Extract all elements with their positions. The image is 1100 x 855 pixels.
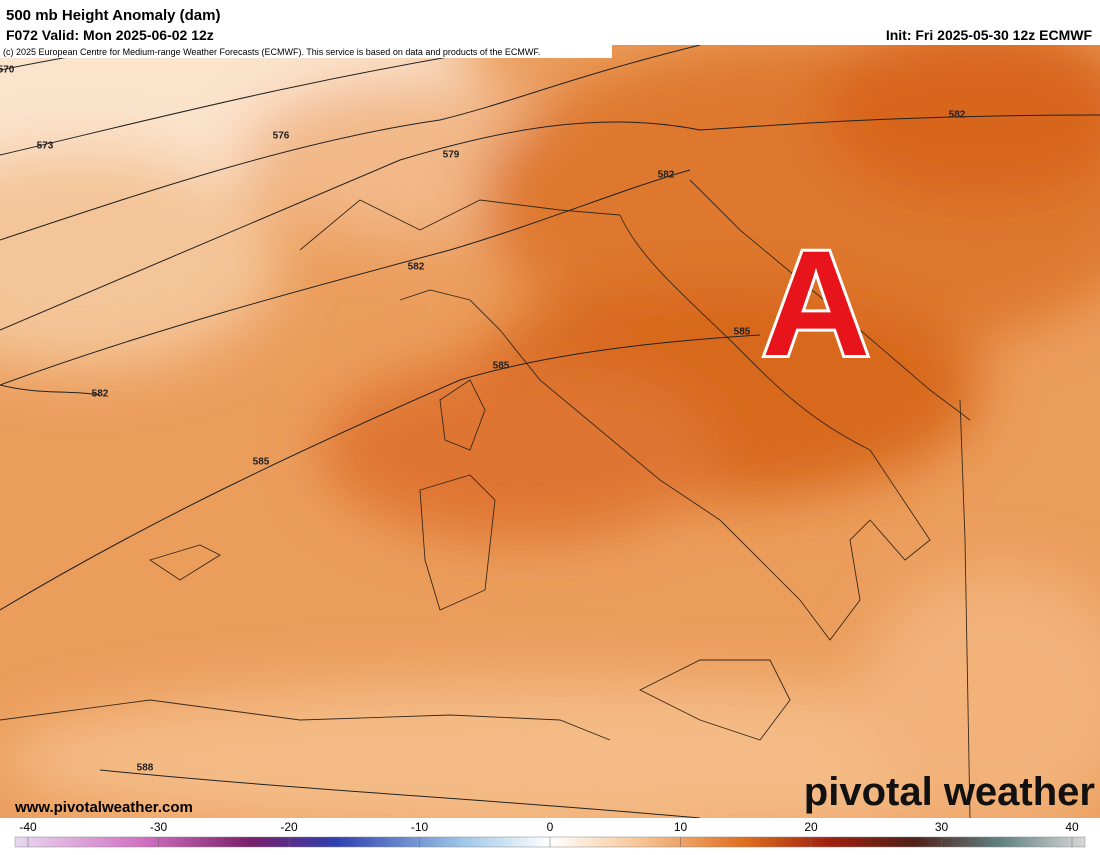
colorbar-tick-label: 0: [547, 820, 554, 834]
contour-label: 582: [408, 262, 425, 273]
init-time: Init: Fri 2025-05-30 12z ECMWF: [886, 27, 1093, 43]
contour-label: 570: [0, 65, 15, 76]
colorbar-tick-label: -20: [280, 820, 298, 834]
colorbar-tick-label: -10: [411, 820, 429, 834]
contour-label: 585: [253, 457, 270, 468]
contour-label: 582: [92, 389, 109, 400]
credit-text: (c) 2025 European Centre for Medium-rang…: [3, 47, 540, 57]
colorbar-tick-label: 20: [804, 820, 818, 834]
contour-label: 576: [273, 131, 290, 142]
colorbar-tick-label: -30: [150, 820, 168, 834]
anomaly-center-marker: A: [762, 219, 870, 387]
contour-label: 582: [949, 110, 966, 121]
brand-logo: pivotal weather: [804, 770, 1095, 814]
contour-label: 588: [137, 763, 154, 774]
colorbar-tick-label: -40: [19, 820, 37, 834]
contour-label: 573: [37, 141, 54, 152]
colorbar-tick-label: 40: [1065, 820, 1079, 834]
valid-time: F072 Valid: Mon 2025-06-02 12z: [6, 27, 214, 43]
contour-label: 582: [658, 170, 675, 181]
coastlines: [0, 179, 971, 818]
colorbar-tick-label: 30: [935, 820, 949, 834]
contour-label: 585: [734, 327, 751, 338]
map-title: 500 mb Height Anomaly (dam): [6, 7, 220, 24]
contour-label: 579: [443, 150, 460, 161]
colorbar-ticks: -40 -30 -20 -10 0 10 20 30 40: [19, 820, 1079, 847]
colorbar-tick-label: 10: [674, 820, 688, 834]
website-link[interactable]: www.pivotalweather.com: [14, 799, 193, 816]
contour-label: 585: [493, 361, 510, 372]
credit-background: [0, 45, 612, 58]
